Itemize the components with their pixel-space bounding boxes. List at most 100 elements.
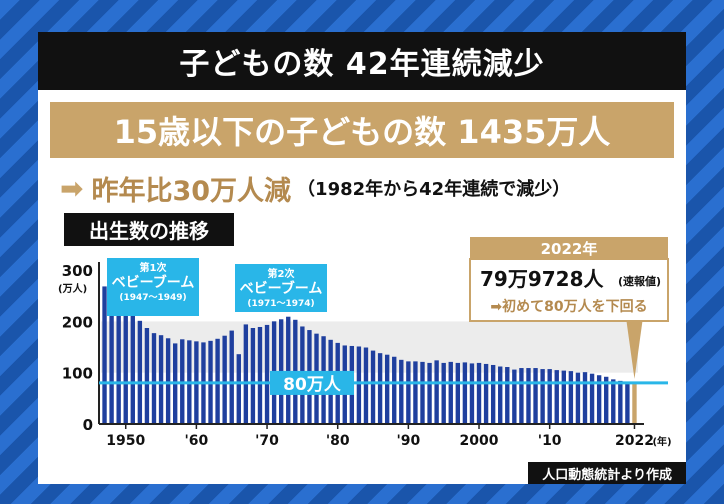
source-note: 人口動態統計より作成: [528, 462, 686, 484]
x-tick-label-1990: '90: [396, 433, 420, 449]
callout-2022-header: [470, 237, 668, 259]
page-title: 子どもの数 42年連続減少: [179, 47, 545, 82]
title-bar: 子どもの数 42年連続減少: [38, 32, 686, 90]
bar-1983: [356, 346, 362, 424]
boom1-line3: (1947〜1949): [119, 293, 186, 303]
x-axis-unit: (年): [652, 435, 671, 448]
bar-2015: [582, 372, 588, 424]
bar-2005: [512, 369, 517, 424]
bar-1990: [406, 361, 411, 424]
bar-1967: [243, 324, 249, 424]
bar-1948: [109, 286, 114, 424]
bar-2009: [540, 369, 545, 424]
bar-1995: [441, 362, 446, 424]
bar-1968: [250, 328, 256, 424]
boom1-line2: ベビーブーム: [112, 274, 195, 291]
bar-1956: [165, 338, 171, 424]
bar-2014: [575, 372, 581, 424]
bar-2013: [568, 371, 574, 424]
y-tick-label-0: 0: [83, 416, 93, 434]
source-text: 人口動態統計より作成: [542, 467, 672, 483]
section-label: 出生数の推移: [64, 213, 234, 246]
x-tick-label-2022: 2022: [615, 433, 654, 449]
bar-2004: [505, 367, 510, 424]
boom1-line1: 第1次: [140, 261, 167, 274]
bar-1984: [363, 347, 369, 424]
bar-1988: [392, 356, 397, 424]
bar-1951: [130, 314, 135, 424]
bar-2020: [618, 380, 623, 424]
x-tick-label-1960: '60: [184, 433, 208, 449]
bar-1955: [158, 335, 164, 424]
bar-2017: [596, 375, 602, 424]
bar-1997: [455, 362, 461, 424]
bar-1992: [420, 361, 425, 424]
y-axis-label: (万人): [58, 282, 87, 295]
bar-1969: [257, 326, 263, 424]
bar-2007: [526, 368, 531, 424]
arrow-right-icon: ➡: [60, 171, 84, 205]
bar-1963: [215, 338, 220, 424]
x-tick-label-1970: '70: [255, 433, 279, 449]
callout-2022-pointer: [626, 321, 643, 379]
main-panel: 子どもの数 42年連続減少 15歳以下の子どもの数 1435万人 ➡ 昨年比30…: [38, 32, 686, 484]
bar-2002: [490, 364, 496, 424]
births-chart: 0 100 200 300 (万人) 1950 '60 '70 '80 '90 2000 '10 202…: [58, 237, 672, 449]
bar-2001: [483, 363, 489, 424]
bar-1949: [116, 285, 121, 424]
sub-main-text: 昨年比30万人減: [91, 175, 292, 207]
bar-2016: [589, 373, 595, 424]
bar-1985: [370, 350, 376, 424]
bar-2021: [625, 382, 630, 424]
bar-2010: [547, 369, 552, 424]
bar-2022: [632, 382, 637, 424]
y-tick-label-300: 300: [62, 262, 93, 280]
callout-2022-body: [469, 258, 669, 322]
bar-1952: [137, 320, 143, 424]
callout-2022-value: 79万9728人: [480, 267, 604, 291]
bar-1996: [448, 361, 453, 424]
boom2-line3: (1971〜1974): [247, 299, 314, 309]
boom2-line2: ベビーブーム: [240, 280, 323, 297]
bar-2000: [476, 362, 482, 424]
bar-1964: [222, 335, 227, 424]
bar-1966: [236, 354, 241, 424]
bar-2018: [604, 376, 609, 424]
bar-1987: [384, 354, 390, 424]
boom2-line1: 第2次: [268, 267, 295, 280]
headline-box: 15歳以下の子どもの数 1435万人: [50, 102, 674, 158]
bar-2006: [519, 368, 524, 424]
bar-1994: [434, 360, 439, 424]
threshold-label-bg: [270, 370, 354, 395]
bar-1970: [264, 324, 270, 424]
bar-1999: [469, 363, 475, 424]
y-tick-label-200: 200: [62, 313, 93, 331]
bar-2003: [498, 366, 503, 424]
bar-2008: [533, 368, 538, 424]
bar-2012: [561, 370, 566, 424]
bar-1954: [151, 333, 157, 424]
bar-1993: [427, 362, 432, 424]
bar-2019: [611, 379, 616, 424]
y-tick-label-100: 100: [62, 365, 93, 383]
threshold-label: 80万人: [283, 375, 342, 395]
bar-1991: [413, 361, 418, 424]
boom1-box: [107, 258, 199, 316]
bar-1998: [462, 362, 468, 424]
bar-1950: [123, 303, 128, 424]
x-tick-label-1980: '80: [326, 433, 350, 449]
bar-1989: [399, 359, 404, 424]
callout-2022-note: ➡初めて80万人を下回る: [490, 298, 647, 315]
sub-note-text: （1982年から42年連続で減少）: [297, 179, 571, 200]
x-tick-label-1950: 1950: [106, 433, 145, 449]
x-tick-label-2010: '10: [538, 433, 562, 449]
bar-2011: [554, 370, 559, 424]
headline-text: 15歳以下の子どもの数 1435万人: [113, 113, 611, 151]
bar-1986: [377, 353, 383, 424]
bar-1947: [102, 286, 107, 424]
sub-headline: ➡ 昨年比30万人減 （1982年から42年連続で減少）: [60, 168, 570, 208]
bar-1973: [286, 316, 291, 424]
boom2-box: [235, 264, 327, 312]
bar-1953: [144, 328, 150, 424]
x-tick-label-2000: 2000: [460, 433, 499, 449]
